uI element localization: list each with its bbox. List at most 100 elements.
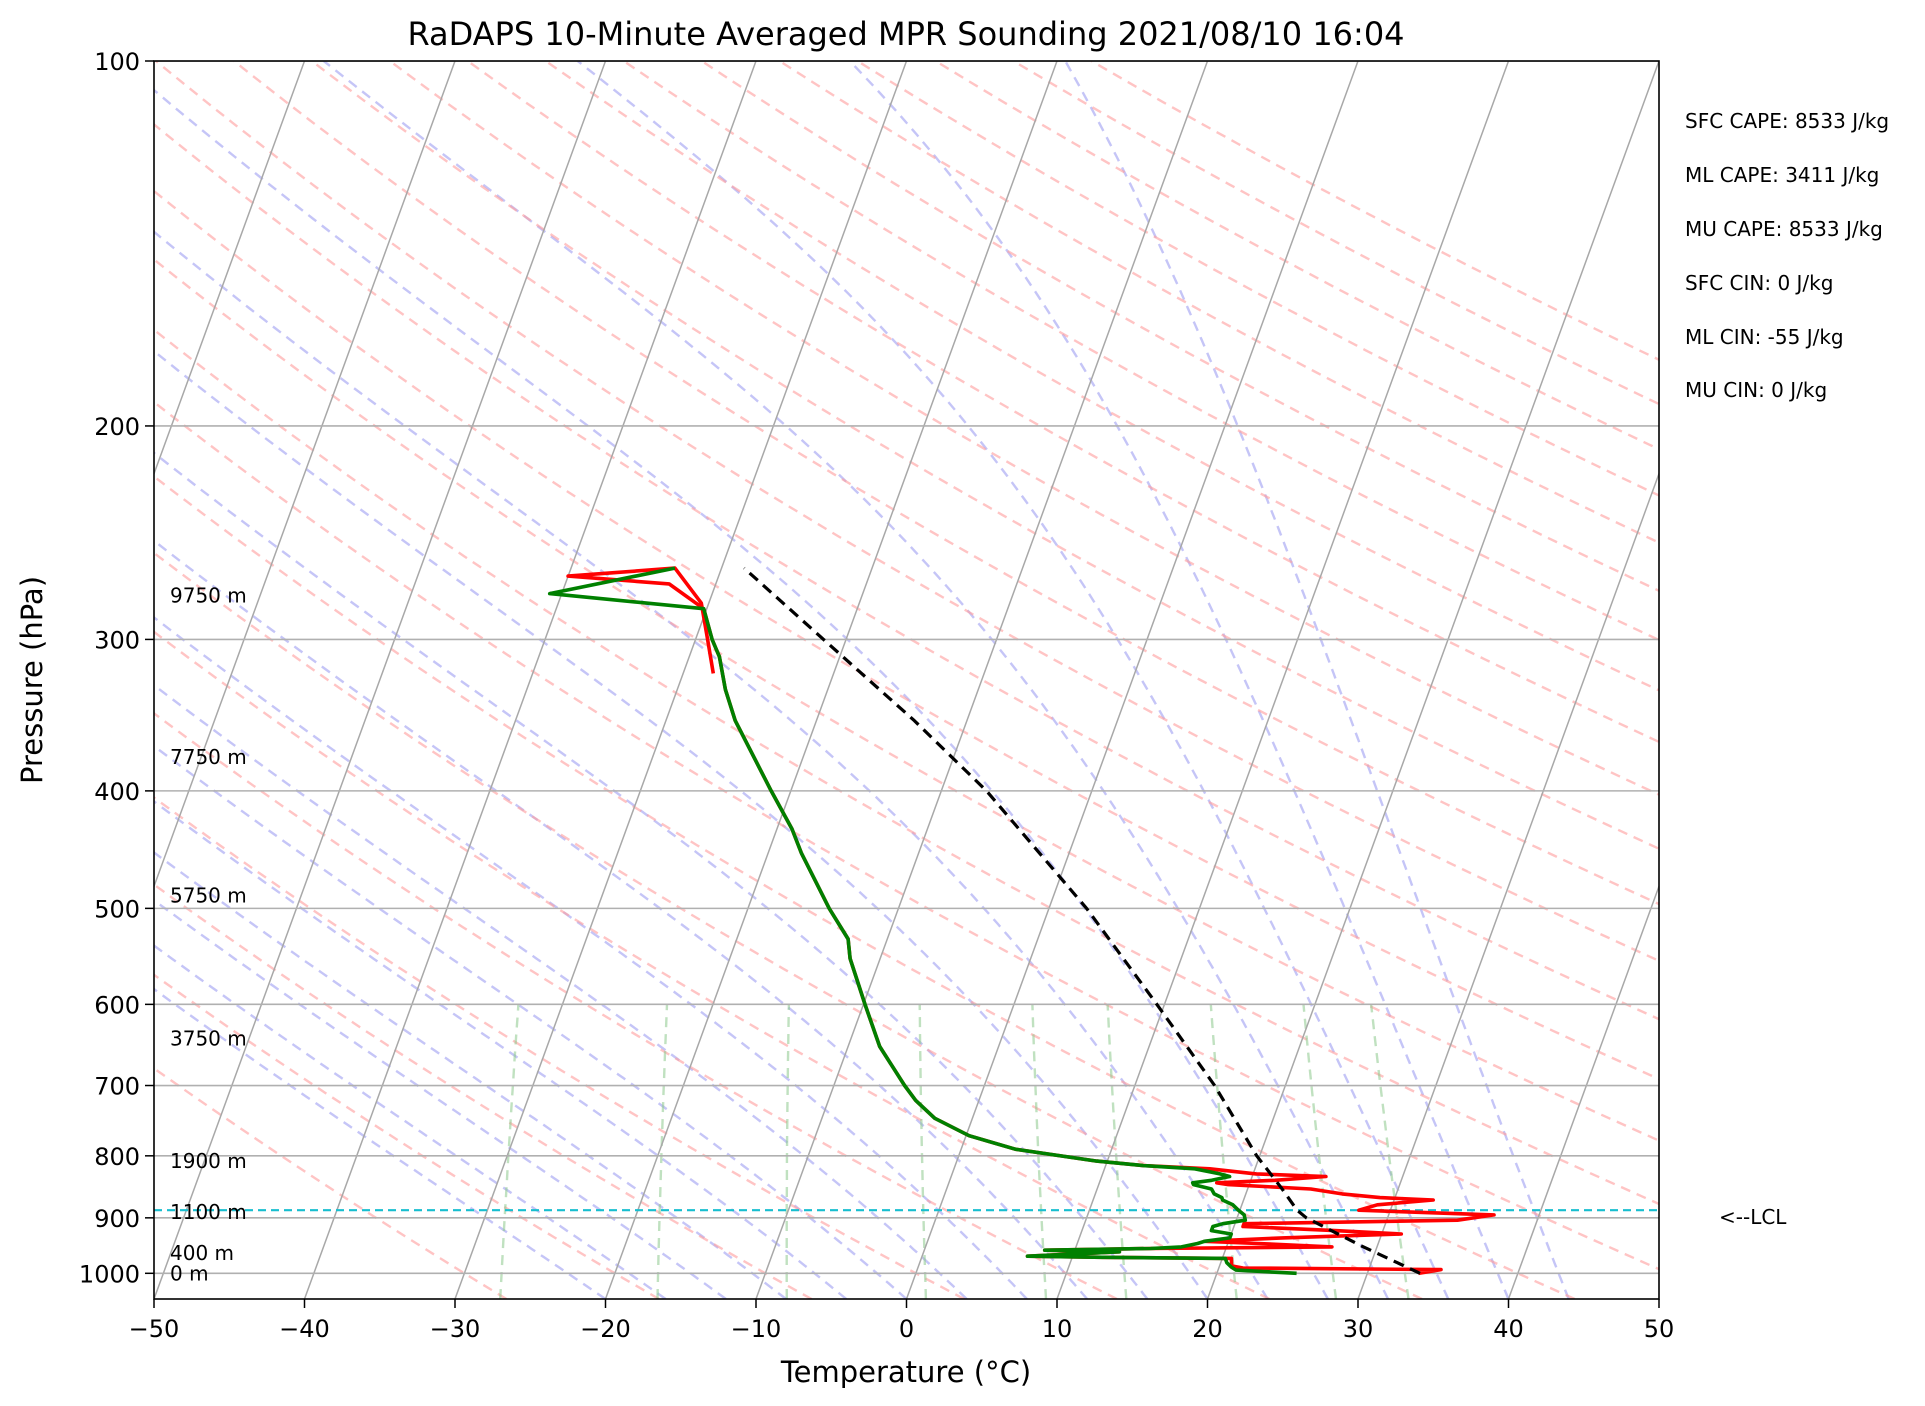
dry-adiabat-line xyxy=(467,61,1659,744)
x-tick-label: 50 xyxy=(1644,1315,1675,1343)
isotherm-line xyxy=(1810,61,1925,1299)
dry-adiabat-line xyxy=(856,61,1659,497)
y-tick-label: 300 xyxy=(94,626,140,654)
chart-title: RaDAPS 10-Minute Averaged MPR Sounding 2… xyxy=(407,15,1404,53)
isotherm-line xyxy=(1357,471,1659,1299)
moist-adiabat-line xyxy=(1064,61,1570,1299)
isotherm-line xyxy=(755,61,1209,1299)
height-label: 3750 m xyxy=(170,1026,247,1050)
x-tick-label: 30 xyxy=(1343,1315,1374,1343)
isotherm-line xyxy=(905,61,1359,1299)
dry-adiabat-line xyxy=(154,189,1659,1081)
mixing-ratio-line xyxy=(785,1004,791,1299)
height-label: 0 m xyxy=(170,1261,209,1285)
isotherm-line xyxy=(154,61,306,476)
stat-sfc-cin: SFC CIN: 0 J/kg xyxy=(1685,271,1833,295)
dry-adiabat-line xyxy=(154,883,813,1299)
dry-adiabat-line xyxy=(154,1066,508,1299)
isotherm-line xyxy=(454,61,908,1299)
dry-adiabat-line xyxy=(154,551,1423,1299)
x-tick-label: −30 xyxy=(430,1315,481,1343)
y-tick-label: 600 xyxy=(94,991,140,1019)
dry-adiabat-line xyxy=(154,796,965,1299)
mixing-ratio-line xyxy=(1369,1004,1410,1299)
mixing-ratio-line xyxy=(656,1004,669,1299)
height-label: 1900 m xyxy=(170,1149,247,1173)
temperature-profile xyxy=(566,566,1496,1276)
dry-adiabat-line xyxy=(1012,61,1659,406)
dry-adiabat-line xyxy=(389,61,1659,796)
dry-adiabat-line xyxy=(154,973,660,1299)
stats-panel: SFC CAPE: 8533 J/kg ML CAPE: 3411 J/kg M… xyxy=(1685,109,1889,402)
dry-adiabat-line xyxy=(154,328,1659,1206)
dry-adiabat-line xyxy=(233,61,1659,906)
moist-adiabats xyxy=(154,61,1570,1299)
y-tick-label: 100 xyxy=(94,48,140,76)
plot-area xyxy=(0,61,1925,1299)
dry-adiabat-line xyxy=(154,711,1118,1299)
isobars xyxy=(154,61,1659,1275)
lcl-label: <--LCL xyxy=(1719,1205,1787,1229)
dry-adiabat-line xyxy=(934,61,1659,451)
isotherm-line xyxy=(1206,61,1659,1299)
y-tick-label: 900 xyxy=(94,1205,140,1233)
moist-adiabat-line xyxy=(154,451,1149,1299)
dewpoint-profile xyxy=(547,566,1297,1276)
y-tick-label: 500 xyxy=(94,895,140,923)
dry-adiabat-line xyxy=(311,61,1659,851)
stat-sfc-cape: SFC CAPE: 8533 J/kg xyxy=(1685,109,1889,133)
x-tick-label: 20 xyxy=(1192,1315,1223,1343)
y-tick-label: 700 xyxy=(94,1073,140,1101)
isotherm-line xyxy=(154,61,456,889)
moist-adiabat-line xyxy=(322,61,1390,1299)
mixing-ratio-line xyxy=(1209,1004,1238,1299)
x-tick-label: 40 xyxy=(1493,1315,1524,1343)
x-axis-label: Temperature (°C) xyxy=(780,1355,1031,1389)
y-tick-label: 800 xyxy=(94,1143,140,1171)
x-tick-label: −40 xyxy=(279,1315,330,1343)
height-label: 400 m xyxy=(170,1241,234,1265)
stat-ml-cape: ML CAPE: 3411 J/kg xyxy=(1685,163,1879,187)
x-axis: −50 −40 −30 −20 −10 0 10 20 30 40 50 xyxy=(129,1299,1675,1343)
moist-adiabat-line xyxy=(848,61,1510,1299)
dry-adiabat-line xyxy=(154,474,1576,1299)
moist-adiabat-line xyxy=(154,88,1329,1299)
moist-adiabat-line xyxy=(576,61,1450,1299)
dry-adiabats xyxy=(154,61,1659,1299)
mixing-ratio-line xyxy=(1031,1004,1048,1299)
moist-adiabat-line xyxy=(154,683,968,1299)
dry-adiabat-line xyxy=(154,400,1659,1271)
mixing-ratio-lines xyxy=(499,1004,1410,1299)
dry-adiabat-line xyxy=(778,61,1659,544)
mixing-ratio-line xyxy=(918,1004,928,1299)
isotherm-line xyxy=(303,61,757,1299)
x-tick-label: −20 xyxy=(580,1315,631,1343)
height-label: 1100 m xyxy=(170,1200,247,1224)
moist-adiabat-line xyxy=(154,230,1269,1299)
dry-adiabat-line xyxy=(155,61,1659,963)
dry-adiabat-line xyxy=(623,61,1659,642)
moist-adiabat-line xyxy=(154,349,1209,1299)
x-tick-label: −50 xyxy=(129,1315,180,1343)
isotherms xyxy=(0,61,1925,1299)
isotherm-line xyxy=(0,61,4,1299)
moist-adiabat-line xyxy=(154,799,848,1299)
isotherm-line xyxy=(154,61,607,1299)
dry-adiabat-line xyxy=(154,630,1270,1299)
profiles xyxy=(547,566,1496,1276)
mixing-ratio-line xyxy=(1106,1004,1128,1299)
dry-adiabat-line xyxy=(154,258,1659,1142)
y-axis-label: Pressure (hPa) xyxy=(15,576,49,784)
isotherm-line xyxy=(1658,1296,1659,1299)
isotherm-line xyxy=(1507,884,1659,1299)
mixing-ratio-line xyxy=(499,1004,520,1299)
y-tick-label: 400 xyxy=(94,778,140,806)
height-label: 5750 m xyxy=(170,884,247,908)
isotherm-line xyxy=(604,61,1058,1299)
stat-mu-cin: MU CIN: 0 J/kg xyxy=(1685,378,1827,402)
x-tick-label: 0 xyxy=(899,1315,914,1343)
moist-adiabat-line xyxy=(154,539,1089,1299)
x-tick-label: 10 xyxy=(1042,1315,1073,1343)
